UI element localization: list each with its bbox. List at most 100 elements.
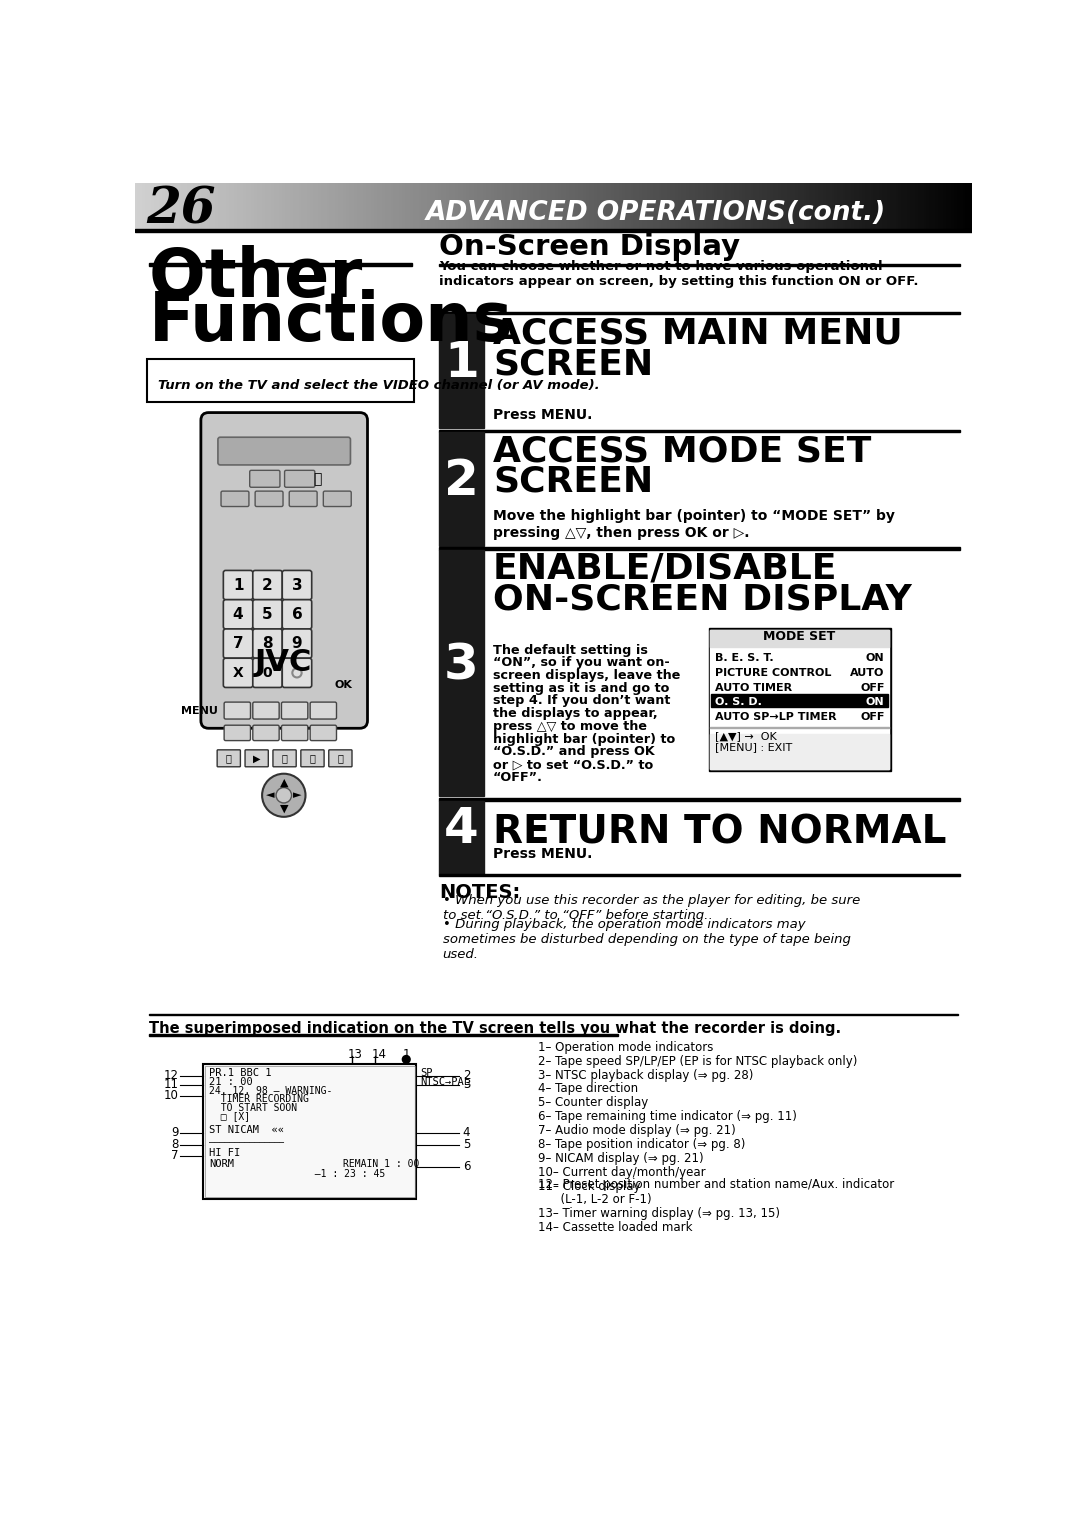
Text: “O.S.D.” and press OK: “O.S.D.” and press OK [494,745,654,758]
Bar [681,183,686,230]
Bar [707,183,711,230]
Bar [428,183,432,230]
FancyBboxPatch shape [217,749,241,766]
Bar [559,183,563,230]
Bar [963,183,968,230]
Bar [833,183,836,230]
Bar [264,183,267,230]
Bar [327,183,332,230]
Text: ON: ON [866,697,885,707]
Bar [766,183,769,230]
Bar [595,183,599,230]
Bar [774,183,778,230]
Text: Turn on the TV and select the VIDEO channel (or AV mode).: Turn on the TV and select the VIDEO chan… [159,380,599,392]
FancyBboxPatch shape [323,491,351,507]
Bar [743,183,746,230]
Bar [454,183,457,230]
Bar [835,183,839,230]
Text: 10: 10 [163,1090,178,1102]
Bar [710,630,889,647]
Text: 4: 4 [444,806,478,853]
Bar [426,183,429,230]
Bar [202,183,205,230]
Circle shape [262,774,306,816]
Text: OFF: OFF [860,682,885,693]
Bar [562,183,566,230]
Bar [944,183,947,230]
Text: 14: 14 [372,1048,387,1061]
Bar [417,183,420,230]
Text: ENABLE/DISABLE: ENABLE/DISABLE [494,552,838,586]
Text: “OFF”.: “OFF”. [494,771,543,784]
Bar [456,183,459,230]
Bar [500,183,504,230]
Text: PR.1 BBC 1: PR.1 BBC 1 [210,1068,272,1077]
Bar [227,183,231,230]
Bar [760,183,764,230]
Bar [896,183,901,230]
Bar [607,183,610,230]
FancyBboxPatch shape [282,629,312,658]
FancyBboxPatch shape [253,571,282,600]
Text: AUTO SP→LP TIMER: AUTO SP→LP TIMER [715,711,836,722]
Bar [280,183,284,230]
Bar [213,183,217,230]
Bar [135,183,138,230]
Text: press △▽ to move the: press △▽ to move the [494,720,647,732]
Text: SCREEN: SCREEN [494,465,653,499]
FancyBboxPatch shape [310,702,337,719]
Bar [193,183,198,230]
Bar [810,183,813,230]
Bar [612,183,616,230]
Bar [593,183,596,230]
Bar [138,183,141,230]
Text: ON-SCREEN DISPLAY: ON-SCREEN DISPLAY [494,583,912,617]
Bar [450,183,454,230]
Text: 7: 7 [233,636,243,652]
Bar [400,183,404,230]
Bar [732,183,735,230]
Text: 0: 0 [262,665,272,681]
Text: 1– Operation mode indicators: 1– Operation mode indicators [538,1041,714,1054]
Bar [361,183,365,230]
Text: 9: 9 [292,636,302,652]
Bar [514,183,518,230]
Bar [738,183,741,230]
Bar [646,183,649,230]
FancyBboxPatch shape [289,491,318,507]
Bar [320,183,323,230]
Bar [179,183,184,230]
Bar [949,183,954,230]
Text: 7– Audio mode display (⇒ pg. 21): 7– Audio mode display (⇒ pg. 21) [538,1125,735,1137]
Bar [440,183,443,230]
Bar [221,183,225,230]
Bar [364,183,367,230]
Bar [866,183,869,230]
Bar [478,183,482,230]
Bar [785,183,788,230]
Bar [154,183,158,230]
Text: • When you use this recorder as the player for editing, be sure
to set “O.S.D.” : • When you use this recorder as the play… [443,894,860,922]
Bar [623,183,626,230]
Bar [724,183,727,230]
Bar [537,183,540,230]
Text: AUTO: AUTO [850,668,885,678]
Text: ⏭: ⏭ [282,754,287,763]
Bar [967,183,970,230]
Text: 9: 9 [171,1126,178,1140]
Bar [135,229,972,232]
Text: 13– Timer warning display (⇒ pg. 13, 15): 13– Timer warning display (⇒ pg. 13, 15) [538,1207,780,1221]
Bar [498,183,501,230]
Text: screen displays, leave the: screen displays, leave the [494,668,680,682]
Bar [588,183,591,230]
Bar [225,183,228,230]
Bar [507,183,510,230]
Bar [464,183,468,230]
Bar [266,183,270,230]
Bar [674,183,677,230]
Bar [239,183,242,230]
Text: NORM: NORM [210,1160,234,1169]
Bar [598,183,602,230]
Bar [748,183,753,230]
Bar [710,734,889,769]
